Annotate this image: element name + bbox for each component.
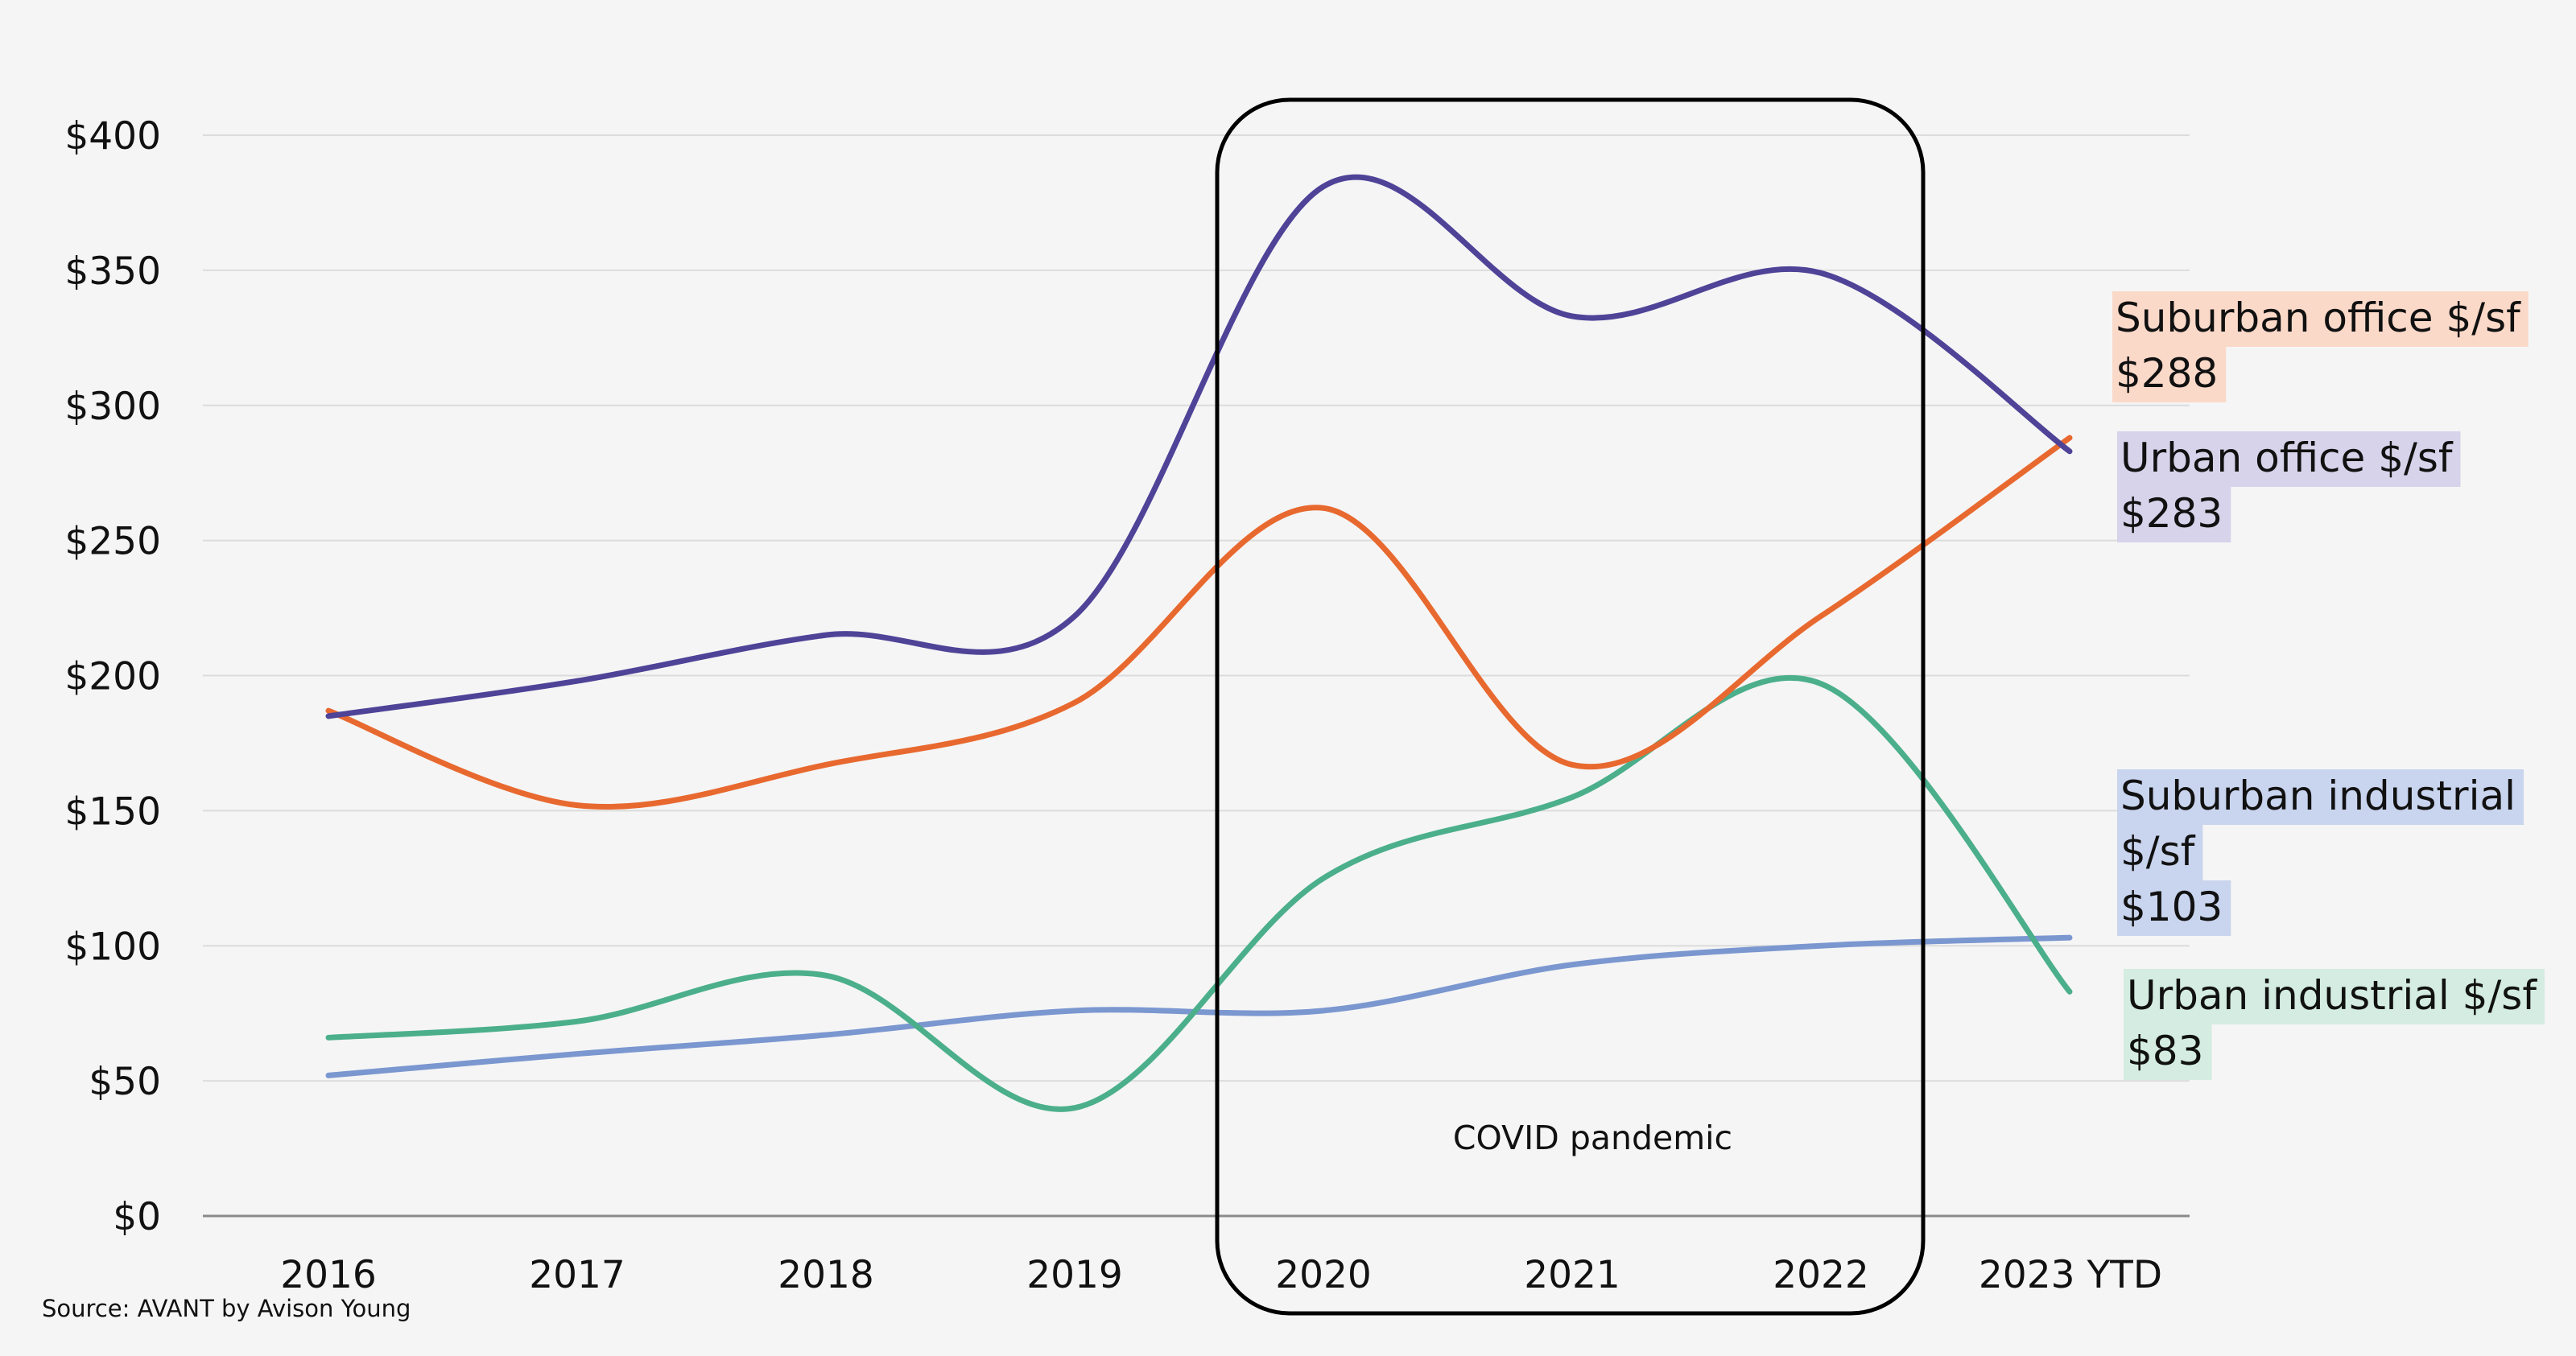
end-label-text: Urban industrial $/sf: [2127, 972, 2537, 1019]
y-tick-label: $0: [113, 1195, 161, 1239]
urban-office-end-label: Urban office $/sf $283: [2117, 431, 2461, 542]
series-lines: [325, 174, 2073, 1112]
x-tick-label: 2018: [778, 1253, 874, 1297]
x-tick-label: 2020: [1275, 1253, 1372, 1297]
suburban-industrial-line: [325, 934, 2073, 1078]
gridlines: [203, 134, 2190, 1082]
y-tick-label: $50: [89, 1060, 161, 1104]
end-label-highlight: [2117, 769, 2524, 825]
x-tick-label: 2023 YTD: [1979, 1253, 2162, 1297]
y-tick-label: $400: [64, 114, 161, 159]
x-tick-label: 2022: [1773, 1253, 1869, 1297]
end-label-highlight: [2124, 969, 2545, 1024]
end-labels: Urban office $/sf $283 Suburban office $/s…: [2112, 291, 2545, 1080]
x-tick-label: 2017: [529, 1253, 625, 1297]
x-tick-label: 2021: [1524, 1253, 1620, 1297]
covid-pandemic-label: COVID pandemic: [1453, 1119, 1732, 1157]
urban-office-line: [325, 174, 2073, 719]
y-tick-label: $100: [64, 925, 161, 969]
y-tick-label: $150: [64, 789, 161, 834]
suburban-industrial-end-label: Suburban industrial $/sf $103: [2117, 769, 2524, 936]
end-label-highlight: [2117, 880, 2231, 936]
x-tick-label: 2016: [280, 1253, 377, 1297]
y-tick-label: $250: [64, 520, 161, 564]
end-label-highlight: [2117, 487, 2231, 542]
end-label-highlight: [2124, 1024, 2212, 1080]
end-label-value: $83: [2127, 1028, 2203, 1074]
end-label-highlight: [2112, 347, 2227, 402]
end-label-text: $/sf: [2120, 828, 2196, 875]
end-label-value: $103: [2120, 884, 2223, 930]
end-label-value: $283: [2120, 490, 2223, 537]
y-tick-label: $200: [64, 655, 161, 699]
y-tick-label: $300: [64, 385, 161, 429]
covid-pandemic-box: [1215, 97, 1926, 1316]
end-label-text: Suburban industrial: [2120, 773, 2516, 819]
urban-industrial-line: [325, 675, 2073, 1112]
end-label-value: $288: [2116, 350, 2218, 397]
end-label-highlight: [2117, 431, 2461, 487]
suburban-office-end-label: Suburban office $/sf $288: [2112, 291, 2529, 402]
end-label-text: Urban office $/sf: [2120, 435, 2454, 481]
y-axis: $0 $50 $100 $150 $200 $250 $300 $350 $400: [64, 114, 2190, 1239]
end-label-highlight: [2117, 825, 2203, 880]
end-label-highlight: [2112, 291, 2529, 347]
covid-annotation: COVID pandemic: [1215, 97, 1926, 1316]
source-note: Source: AVANT by Avison Young: [42, 1295, 411, 1322]
suburban-office-line: [325, 435, 2073, 810]
end-label-text: Suburban office $/sf: [2116, 295, 2521, 341]
x-tick-label: 2019: [1026, 1253, 1123, 1297]
x-axis: 2016 2017 2018 2019 2020 2021 2022 2023 YTD: [280, 1253, 2162, 1297]
urban-industrial-end-label: Urban industrial $/sf $83: [2124, 969, 2545, 1080]
y-tick-label: $350: [64, 249, 161, 294]
